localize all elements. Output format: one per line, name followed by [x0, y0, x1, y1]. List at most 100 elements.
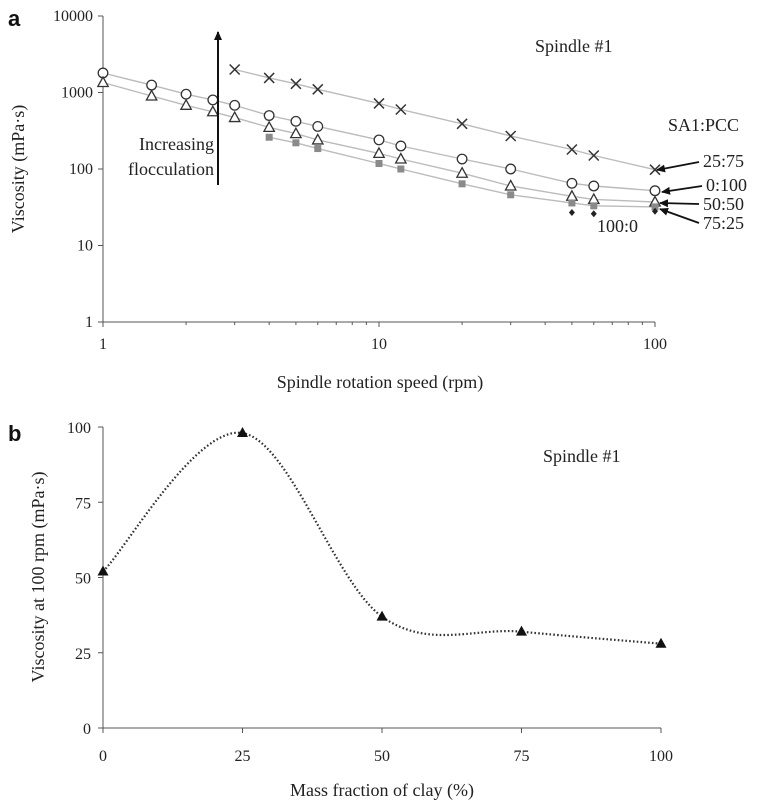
point-25-75-0-shape [229, 63, 241, 76]
b-ytick-label-25: 25 [75, 646, 91, 663]
a-ytick-label-100: 100 [69, 161, 93, 178]
point-50-50-3-shape [206, 104, 220, 117]
point-75-25-1 [292, 139, 300, 147]
point-0-100-7 [312, 120, 324, 132]
point-50-50-0 [96, 75, 110, 88]
point-0-100-8 [373, 134, 385, 146]
point-100-0-1 [590, 210, 597, 218]
a-ytick-label-10: 10 [77, 238, 93, 255]
point-0-100-3-shape [207, 94, 219, 106]
point-0-100-14-shape [649, 185, 661, 197]
point-25-75-0 [229, 63, 241, 76]
point-0-100-5-shape [263, 110, 275, 121]
point-50-50-8-shape [372, 146, 386, 159]
legend-arrow-25-75 [656, 161, 700, 173]
point-100-0-2 [652, 207, 658, 215]
point-100-0-0 [568, 209, 575, 217]
point-25-75-7-shape [505, 130, 517, 142]
a-ytick-label-1000: 1000 [61, 85, 93, 102]
point-25-75-9-shape [588, 149, 600, 162]
point-50-50-9 [394, 152, 408, 164]
point-50-50-2 [179, 98, 193, 110]
point-25-75-8 [566, 143, 578, 156]
point-100-0-2-shape [652, 207, 658, 215]
panel-a-x-label: Spindle rotation speed (rpm) [277, 372, 483, 393]
b-point-3 [516, 625, 527, 636]
point-0-100-13-shape [588, 180, 600, 192]
point-75-25-3-shape [375, 160, 383, 168]
point-0-100-10 [456, 153, 468, 165]
point-100-0-0-shape [568, 209, 575, 217]
panel-a-letter: a [8, 6, 21, 31]
a-xtick-label-10: 10 [371, 336, 387, 353]
point-25-75-2 [290, 78, 302, 90]
point-25-75-1 [263, 72, 275, 84]
point-75-25-2-shape [314, 145, 322, 153]
point-25-75-8-shape [566, 143, 578, 156]
a-xtick-label-1: 1 [99, 336, 107, 353]
b-ytick-label-50: 50 [75, 571, 91, 588]
point-75-25-7-shape [568, 199, 576, 207]
b-point-2 [376, 610, 388, 621]
legend-label-25-75: 25:75 [703, 151, 744, 171]
point-50-50-6 [289, 126, 303, 139]
point-50-50-7 [311, 133, 325, 145]
b-xtick-label-100: 100 [649, 748, 673, 765]
point-50-50-3 [206, 104, 220, 117]
point-25-75-3 [312, 83, 324, 95]
point-0-100-10-shape [456, 153, 468, 165]
point-25-75-5 [395, 103, 407, 116]
point-0-100-14 [649, 185, 661, 197]
point-0-100-11-shape [505, 163, 517, 175]
point-0-100-11 [505, 163, 517, 175]
b-xtick-label-50: 50 [374, 748, 390, 765]
point-0-100-7-shape [312, 120, 324, 132]
panel-b-y-label: Viscosity at 100 rpm (mPa·s) [28, 472, 49, 683]
point-0-100-5 [263, 110, 275, 121]
point-25-75-6 [456, 118, 468, 130]
legend-label-75-25: 75:25 [703, 213, 744, 233]
point-25-75-4-shape [373, 97, 385, 109]
b-point-2-shape [376, 610, 388, 621]
legend-label-50-50: 50:50 [703, 194, 744, 214]
point-50-50-8 [372, 146, 386, 159]
point-75-25-9-shape [651, 203, 659, 211]
point-75-25-6-shape [507, 191, 515, 199]
point-75-25-0-shape [265, 133, 273, 141]
annotation-line-1: Increasing [139, 134, 214, 154]
point-0-100-2-shape [180, 88, 192, 100]
point-0-100-6 [290, 115, 302, 127]
point-75-25-4-shape [397, 165, 405, 173]
point-50-50-7-shape [311, 133, 325, 145]
point-0-100-3 [207, 94, 219, 106]
panel-b-x-label: Mass fraction of clay (%) [290, 780, 474, 801]
point-25-75-1-shape [263, 72, 275, 84]
b-xtick-label-75: 75 [514, 748, 530, 765]
point-0-100-4 [229, 99, 241, 111]
panel-b-title: Spindle #1 [543, 446, 621, 466]
point-0-100-4-shape [229, 99, 241, 111]
b-xtick-label-25: 25 [235, 748, 251, 765]
point-0-100-13 [588, 180, 600, 192]
point-0-100-9 [395, 140, 407, 152]
panel-b: b 0 25 50 75 100 0 25 50 75 100 Spindle #1 Mass f… [8, 420, 673, 801]
point-50-50-4-shape [228, 110, 241, 123]
a-xtick-label-100: 100 [643, 336, 667, 353]
point-0-100-8-shape [373, 134, 385, 146]
b-point-4-shape [655, 637, 667, 648]
point-75-25-8 [590, 202, 598, 210]
legend-title: SA1:PCC [668, 115, 739, 135]
legend-label-100-0: 100:0 [597, 216, 638, 236]
panel-a-title: Spindle #1 [535, 36, 613, 56]
point-25-75-2-shape [290, 78, 302, 90]
point-50-50-11 [504, 179, 517, 191]
b-point-0-shape [97, 565, 109, 576]
point-25-75-5-shape [395, 103, 407, 116]
point-50-50-6-shape [289, 126, 303, 139]
fit-line-75-25 [269, 136, 656, 208]
legend-arrow-50-50 [659, 199, 700, 208]
point-75-25-1-shape [292, 139, 300, 147]
panel-b-ticks: 0 25 50 75 100 0 25 50 75 100 [67, 420, 673, 765]
point-25-75-3-shape [312, 83, 324, 95]
b-point-3-shape [516, 625, 527, 636]
